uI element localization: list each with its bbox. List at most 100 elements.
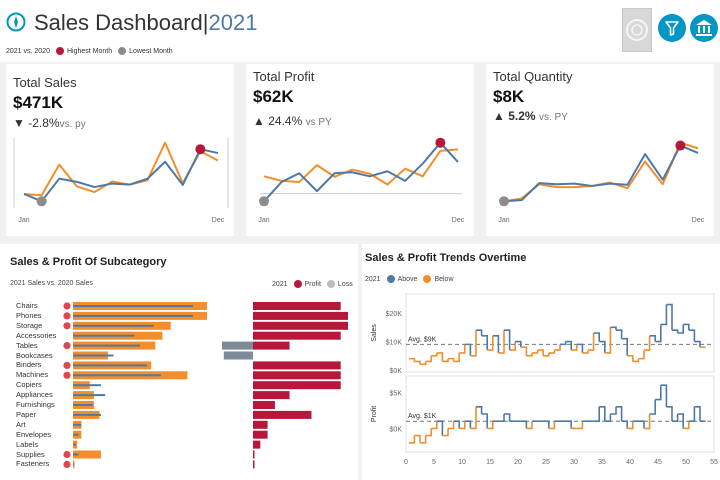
highest-marker <box>195 144 206 155</box>
category-label: Copiers <box>16 380 42 390</box>
sales-step <box>688 329 696 342</box>
category-label: Tables <box>16 340 38 350</box>
sales-step <box>604 327 612 354</box>
compare-label: 2021 vs. 2020 <box>6 47 50 55</box>
y-tick-label: $0K <box>390 426 403 433</box>
profit-step <box>576 421 584 430</box>
y-tick-label: $20K <box>386 311 403 318</box>
x-tick-label: 25 <box>542 459 550 466</box>
kpi-quantity-change: ▲ 5.2% vs. PY <box>493 109 568 123</box>
category-label: Accessories <box>16 330 57 340</box>
title-separator: | <box>202 10 209 35</box>
sales-step <box>616 329 623 339</box>
quantity-sparkline: JanDecMonth of Order Date <box>498 140 705 224</box>
highest-dot-icon <box>55 47 64 55</box>
series-line-2021 <box>503 144 699 203</box>
profit-bar <box>253 401 275 409</box>
series-line-2021 <box>23 148 219 203</box>
x-label-start: Jan <box>258 217 269 224</box>
profit-step <box>694 406 701 422</box>
bank-button[interactable] <box>690 14 718 42</box>
sales-step <box>459 344 466 354</box>
sales-step <box>627 354 634 362</box>
kpi-sales-change: ▼ -2.8%vs. py <box>13 116 86 130</box>
sales-step <box>526 352 533 357</box>
x-tick-label: 55 <box>710 459 718 466</box>
emblem-icon <box>626 19 648 41</box>
category-label: Art <box>16 419 26 429</box>
x-tick-label: 10 <box>458 459 466 466</box>
filter-button[interactable] <box>658 14 686 42</box>
profit-step <box>470 406 477 430</box>
profit-dot-icon <box>293 280 302 288</box>
kpi-sales-vs: vs. py <box>59 119 86 130</box>
sales-2020-bar <box>73 404 93 406</box>
sales-step <box>481 335 488 351</box>
sales-2020-bar <box>73 305 194 307</box>
sales-2020-bar <box>73 354 114 357</box>
flag-dot <box>63 312 71 320</box>
legend-loss: Loss <box>337 280 353 288</box>
profit-step <box>621 420 628 429</box>
kpi-card-quantity: Total Quantity $8K ▲ 5.2% vs. PY JanDecM… <box>486 64 714 236</box>
profit-bar <box>253 361 341 370</box>
category-label: Chairs <box>16 301 38 310</box>
sales-2020-bar <box>73 364 147 367</box>
sales-2020-bar <box>73 443 76 446</box>
profit-step <box>431 421 438 430</box>
profit-step <box>599 406 606 422</box>
profit-step <box>644 414 651 430</box>
loss-dot-icon <box>326 280 335 288</box>
profit-step <box>425 428 432 437</box>
legend-lowest: Lowest Month <box>129 47 173 55</box>
legend-above: Above <box>397 275 418 283</box>
profit-sparkline: Jan Dec <box>258 137 465 224</box>
header-legend: 2021 vs. 2020 Highest Month Lowest Month <box>6 47 173 55</box>
profit-bar <box>253 460 255 469</box>
profit-step <box>593 406 600 422</box>
sales-2020-bar <box>73 413 101 416</box>
title-year: 2021 <box>208 10 258 35</box>
y-axis-title: Sales <box>371 324 378 342</box>
sales-step <box>537 349 544 356</box>
average-label: Avg. $1K <box>408 413 437 420</box>
category-label: Supplies <box>16 449 45 459</box>
x-tick-label: 45 <box>654 459 662 466</box>
sales-step <box>548 350 556 354</box>
kpi-sales-pct: -2.8% <box>28 116 60 130</box>
flag-dot <box>63 302 71 310</box>
profit-step <box>688 406 696 422</box>
profit-step <box>436 420 444 436</box>
trends-chart: 0 5 10 15 20 25 30 35 40 45 50 55 $20K $10K $0K Sales Av… <box>371 293 718 466</box>
lowest-dot-icon <box>118 47 127 55</box>
profit-step <box>408 435 416 444</box>
y-tick-label: $0K <box>390 368 403 375</box>
sales-step <box>414 360 421 365</box>
profit-step <box>655 385 662 401</box>
profit-step <box>526 421 533 430</box>
lowest-marker <box>36 196 47 207</box>
profit-bar <box>253 430 268 439</box>
legend-profit: Profit <box>304 280 321 288</box>
sales-step <box>504 329 511 351</box>
y-tick-label: $10K <box>386 340 403 347</box>
sales-step <box>448 357 455 362</box>
x-tick-label: 15 <box>486 459 494 466</box>
kpi-quantity-value: $8K <box>493 87 525 106</box>
profit-bar <box>253 302 341 310</box>
compass-icon <box>6 12 26 32</box>
average-label: Avg. $9K <box>408 336 437 343</box>
sales-2020-bar <box>73 433 79 436</box>
profit-step <box>638 420 645 429</box>
category-label: Binders <box>16 360 42 370</box>
lowest-marker <box>499 196 509 207</box>
category-label: Labels <box>16 439 39 449</box>
y-axis-title: Profit <box>371 406 378 422</box>
sales-step <box>672 329 679 333</box>
subcategory-title: Sales & Profit Of Subcategory <box>10 256 167 268</box>
category-label: Appliances <box>16 390 53 400</box>
sales-step <box>464 343 472 356</box>
sales-step <box>425 355 432 363</box>
profit-step <box>464 420 472 429</box>
flag-dot <box>63 371 71 379</box>
